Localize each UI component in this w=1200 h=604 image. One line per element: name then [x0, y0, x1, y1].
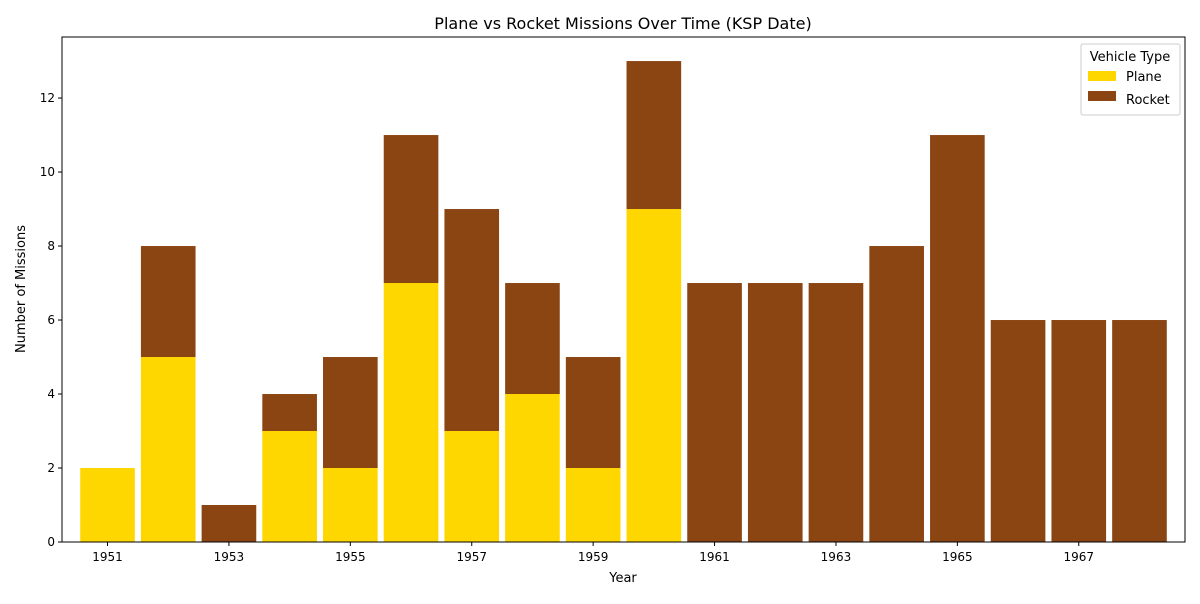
x-tick-label-1955: 1955 — [335, 550, 366, 564]
y-tick-label-0: 0 — [47, 535, 55, 549]
legend-swatch-plane — [1088, 71, 1116, 81]
bar-rocket-1956 — [383, 135, 439, 284]
bar-plane-1955 — [323, 468, 378, 542]
y-tick-label-4: 4 — [47, 387, 55, 401]
y-tick-label-6: 6 — [47, 313, 55, 327]
bar-rocket-1958 — [505, 283, 560, 395]
x-tick-label-1965: 1965 — [942, 550, 973, 564]
legend-label-rocket: Rocket — [1126, 93, 1170, 108]
bar-rocket-1964 — [869, 246, 924, 542]
y-axis-label: Number of Missions — [14, 225, 29, 353]
x-tick-label-1961: 1961 — [699, 550, 730, 564]
y-tick-label-8: 8 — [47, 239, 55, 253]
bar-rocket-1961 — [687, 283, 742, 542]
plot-frame — [61, 36, 1186, 543]
x-tick-label-1967: 1967 — [1063, 550, 1094, 564]
y-tick-label-10: 10 — [40, 165, 55, 179]
x-tick-label-1957: 1957 — [456, 550, 487, 564]
bar-plane-1957 — [444, 431, 500, 542]
y-tick-label-12: 12 — [40, 91, 55, 105]
bar-rocket-1965 — [930, 135, 985, 543]
bar-rocket-1966 — [990, 320, 1046, 542]
bar-rocket-1960 — [626, 61, 682, 210]
legend-swatch-rocket — [1088, 91, 1116, 101]
y-axis-ticks: 0 2 4 6 8 10 12 — [40, 91, 62, 549]
bar-plane-1954 — [262, 431, 317, 542]
x-tick-label-1951: 1951 — [92, 550, 123, 564]
bar-plane-1960 — [626, 209, 682, 543]
legend-label-plane: Plane — [1126, 70, 1162, 85]
bar-plane-1958 — [505, 394, 560, 542]
chart-title: Plane vs Rocket Missions Over Time (KSP … — [434, 14, 811, 33]
bar-rocket-1963 — [808, 283, 864, 542]
bar-plane-1951 — [80, 468, 135, 542]
bar-plane-1959 — [565, 468, 621, 542]
bar-rocket-1968 — [1112, 320, 1167, 542]
bar-rocket-1957 — [444, 209, 500, 432]
bar-rocket-1954 — [262, 394, 317, 432]
bar-plane-1956 — [383, 283, 439, 542]
x-axis-label: Year — [608, 571, 637, 586]
x-tick-label-1953: 1953 — [214, 550, 245, 564]
bar-rocket-1953 — [201, 505, 257, 542]
y-tick-label-2: 2 — [47, 461, 55, 475]
bar-rocket-1967 — [1051, 320, 1107, 542]
bar-plane-1952 — [140, 357, 196, 542]
legend-title: Vehicle Type — [1090, 50, 1170, 65]
bar-rocket-1955 — [323, 357, 378, 469]
bar-rocket-1952 — [140, 246, 196, 358]
x-tick-label-1963: 1963 — [821, 550, 852, 564]
legend: Vehicle Type Plane Rocket — [1080, 43, 1181, 116]
bar-rocket-1959 — [565, 357, 621, 469]
x-tick-label-1959: 1959 — [578, 550, 609, 564]
bar-rocket-1962 — [747, 283, 803, 542]
x-axis-ticks: 1951 1953 1955 1957 1959 1961 1963 1965 1967 — [92, 542, 1094, 564]
bars-group — [80, 61, 1167, 543]
